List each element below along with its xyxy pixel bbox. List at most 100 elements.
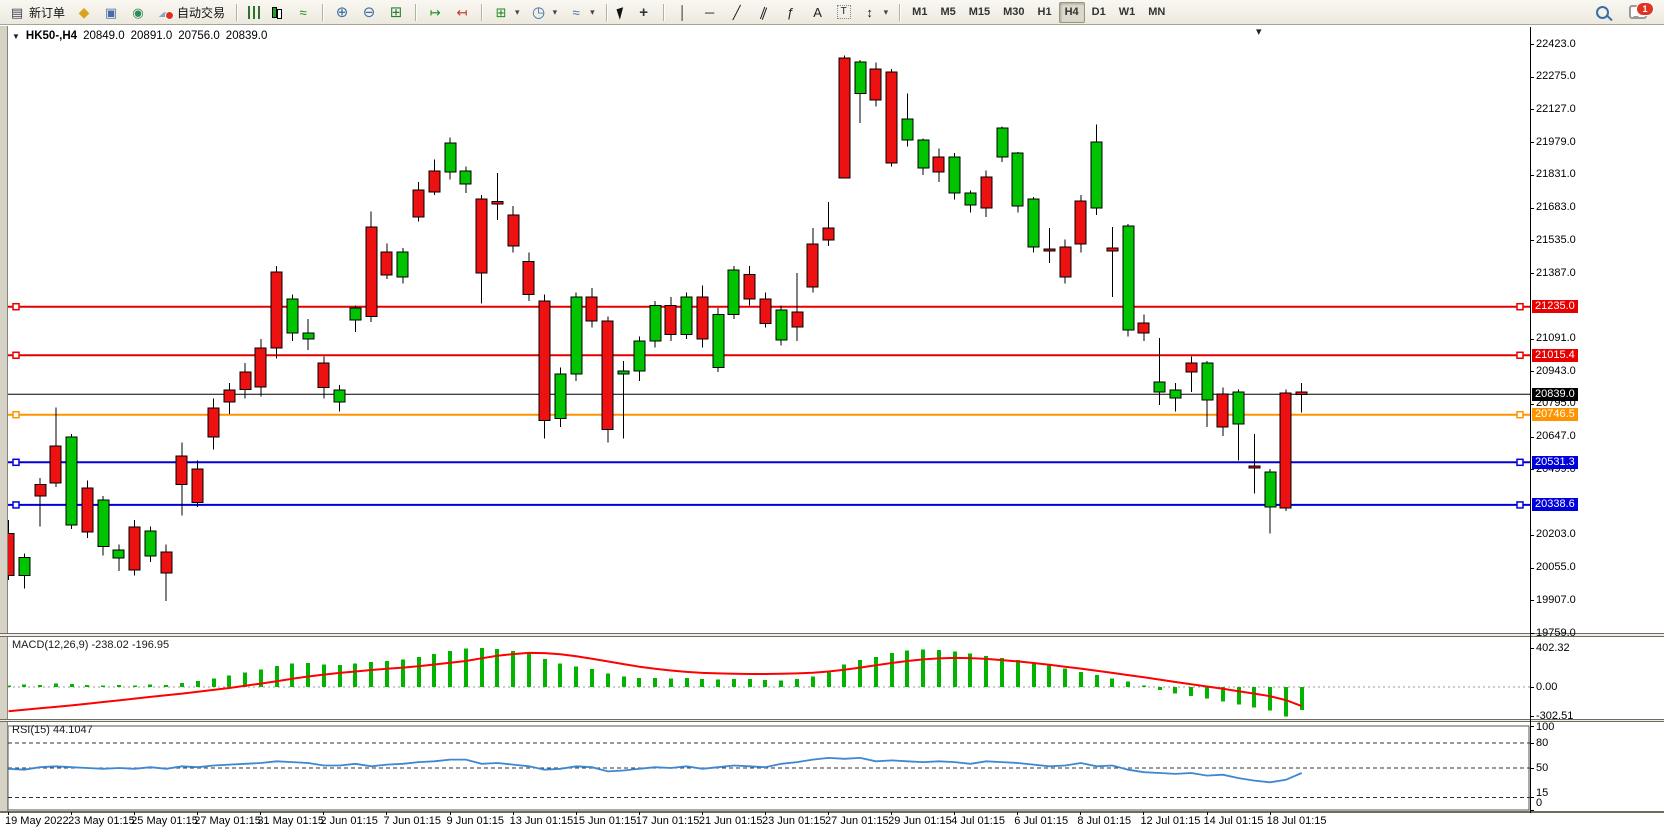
vertical-line-button[interactable]: │: [670, 1, 696, 24]
time-tick-label: 21 Jun 01:15: [698, 815, 763, 827]
new-order-icon: ▤: [10, 4, 24, 20]
zoom-in-icon: ⊕: [335, 3, 349, 21]
candlestick-icon: [271, 5, 284, 20]
bar-chart-button[interactable]: [243, 1, 265, 24]
time-axis[interactable]: 19 May 2022 23 May 01:15 25 May 01:15 27 Ma…: [0, 812, 1664, 830]
arrows-button[interactable]: ↕ ▾: [857, 1, 894, 24]
time-tick-label: 19 May 2022: [5, 815, 69, 827]
pane-separator[interactable]: [0, 719, 1664, 722]
channel-button[interactable]: ∥: [751, 1, 777, 24]
macd-tick-label: -302.51: [1536, 709, 1574, 722]
horizontal-line-button[interactable]: ─: [697, 1, 723, 24]
price-tick-label: 20943.0: [1536, 364, 1576, 377]
indicators-button[interactable]: ≈ ▾: [563, 1, 600, 24]
low-value: 20756.0: [178, 30, 220, 42]
chart-shift-marker-icon[interactable]: ▾: [1256, 26, 1262, 38]
line-chart-button[interactable]: ≈: [290, 1, 316, 24]
text-label-icon: T: [836, 5, 851, 19]
time-tick-label: 23 Jun 01:15: [761, 815, 826, 827]
level-price-label: 20338.6: [1532, 498, 1578, 512]
chevron-down-icon: ▾: [515, 6, 520, 17]
autotrading-button[interactable]: ☁ 自动交易: [152, 1, 230, 24]
macd-pane[interactable]: [8, 637, 1530, 719]
tile-windows-icon: ⊞: [389, 3, 403, 21]
signals-button[interactable]: ◉: [125, 1, 151, 24]
auto-scroll-button[interactable]: ↦: [422, 1, 448, 24]
tile-windows-button[interactable]: ⊞: [383, 1, 409, 24]
text-button[interactable]: A: [805, 1, 831, 24]
level-price-label: 20531.3: [1532, 455, 1578, 469]
zoom-in-button[interactable]: ⊕: [329, 1, 355, 24]
macd-chart[interactable]: [8, 637, 1530, 719]
price-tick-label: 20203.0: [1536, 528, 1576, 541]
macd-tick-label: 0.00: [1536, 680, 1558, 693]
text-label-button[interactable]: T: [832, 1, 856, 24]
trendline-button[interactable]: ╱: [724, 1, 750, 24]
toolbar-separator: [605, 3, 607, 21]
price-tick-label: 22423.0: [1536, 37, 1576, 50]
candlestick-chart[interactable]: [8, 27, 1530, 633]
main-chart-pane[interactable]: [8, 27, 1530, 633]
periodicity-button[interactable]: ◷ ▾: [526, 1, 563, 24]
time-tick-label: 9 Jun 01:15: [446, 815, 505, 827]
tab-h1[interactable]: H1: [1037, 5, 1052, 18]
main-toolbar: ▤ 新订单 ◆ ▣ ◉ ☁ 自动交易 ≈ ⊕ ⊖ ⊞ ↦ ↤ ⊞ ▾ ◷ ▾ ≈ ▾: [0, 0, 1664, 25]
tab-h4[interactable]: H4: [1058, 1, 1085, 23]
toolbar-right-group: 1: [1591, 0, 1656, 25]
toolbar-separator: [415, 3, 417, 21]
price-tick-label: 22275.0: [1536, 70, 1576, 83]
tab-m5[interactable]: M5: [940, 5, 956, 18]
toolbar-separator: [236, 3, 238, 21]
level-price-label: 21015.4: [1532, 348, 1578, 362]
price-tick-label: 21387.0: [1536, 266, 1576, 279]
metaeditor-button[interactable]: ◆: [71, 1, 97, 24]
rsi-tick-label: 50: [1536, 761, 1549, 774]
text-icon: A: [813, 4, 822, 20]
cursor-icon: [616, 6, 627, 20]
rsi-tick-label: 0: [1536, 796, 1543, 809]
price-tick-label: 21979.0: [1536, 135, 1576, 148]
tab-d1[interactable]: D1: [1091, 5, 1106, 18]
time-tick-label: 25 May 01:15: [131, 815, 198, 827]
chart-shift-icon: ↤: [456, 4, 468, 20]
price-axis[interactable]: 22423.0 22275.0 22127.0 21979.0 21831.0 21683…: [1530, 0, 1664, 830]
rsi-label: RSI(15) 44.1047: [12, 724, 93, 736]
price-tick-label: 21535.0: [1536, 233, 1576, 246]
time-tick-label: 27 May 01:15: [194, 815, 261, 827]
tab-m1[interactable]: M1: [912, 5, 928, 18]
rsi-tick-label: 80: [1536, 736, 1549, 749]
pane-separator[interactable]: [0, 633, 1664, 637]
tab-m15[interactable]: M15: [968, 5, 991, 18]
chevron-down-icon: ▾: [590, 6, 595, 17]
time-tick-label: 17 Jun 01:15: [635, 815, 700, 827]
tab-mn[interactable]: MN: [1148, 5, 1166, 18]
new-chart-button[interactable]: ⊞ ▾: [488, 1, 525, 24]
crosshair-button[interactable]: +: [631, 1, 657, 24]
rsi-chart[interactable]: [8, 722, 1530, 811]
crosshair-icon: +: [639, 3, 648, 21]
search-button[interactable]: [1591, 1, 1614, 24]
candlestick-chart-button[interactable]: [266, 1, 289, 24]
new-order-button[interactable]: ▤ 新订单: [4, 1, 70, 24]
chevron-down-icon: ▾: [552, 6, 558, 17]
rsi-pane[interactable]: [8, 722, 1530, 811]
tab-w1[interactable]: W1: [1118, 5, 1136, 18]
level-price-label: 20746.5: [1532, 408, 1578, 422]
search-icon: [1596, 6, 1609, 19]
cursor-button[interactable]: [613, 1, 630, 24]
chevron-down-icon: ▾: [883, 6, 889, 17]
chart-menu-icon[interactable]: ▼: [12, 31, 20, 41]
time-tick-label: 31 May 01:15: [257, 815, 324, 827]
price-tick-label: 19759.0: [1536, 626, 1576, 639]
tab-m30[interactable]: M30: [1003, 5, 1025, 18]
window-left-frame: [0, 26, 8, 830]
channel-icon: ∥: [758, 3, 770, 21]
terminal-button[interactable]: ▣: [98, 1, 124, 24]
fibonacci-button[interactable]: ƒ: [778, 1, 804, 24]
notifications-button[interactable]: 1: [1624, 1, 1656, 24]
vertical-line-icon: │: [678, 4, 687, 20]
price-tick-label: 21091.0: [1536, 332, 1576, 345]
chart-shift-button[interactable]: ↤: [449, 1, 475, 24]
zoom-out-button[interactable]: ⊖: [356, 1, 382, 24]
